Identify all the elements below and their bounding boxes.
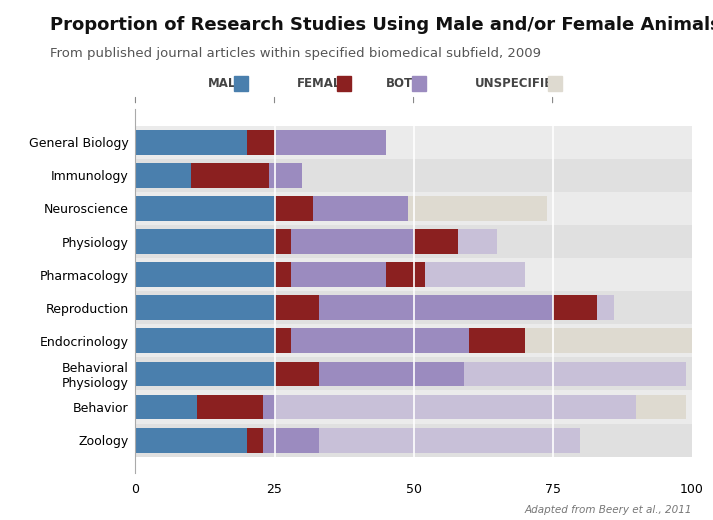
FancyBboxPatch shape bbox=[235, 76, 248, 91]
Bar bbox=[135, 192, 692, 225]
Bar bbox=[135, 361, 275, 386]
Text: From published journal articles within specified biomedical subfield, 2009: From published journal articles within s… bbox=[50, 47, 541, 60]
FancyBboxPatch shape bbox=[548, 76, 562, 91]
Bar bbox=[263, 427, 319, 452]
Bar bbox=[263, 395, 275, 420]
Bar bbox=[135, 424, 692, 457]
Bar bbox=[135, 130, 247, 154]
Bar bbox=[135, 159, 692, 192]
Bar bbox=[191, 163, 269, 188]
Bar bbox=[636, 395, 686, 420]
Bar bbox=[135, 324, 692, 357]
Text: MALE: MALE bbox=[207, 77, 244, 90]
Bar bbox=[275, 262, 291, 287]
Bar bbox=[197, 395, 263, 420]
Bar bbox=[275, 361, 319, 386]
Bar bbox=[463, 361, 686, 386]
Bar bbox=[275, 229, 291, 254]
Bar bbox=[135, 229, 275, 254]
Bar bbox=[458, 229, 497, 254]
Bar bbox=[135, 196, 275, 221]
Bar bbox=[291, 329, 469, 353]
Bar bbox=[319, 427, 580, 452]
Bar bbox=[135, 163, 191, 188]
Bar bbox=[291, 229, 414, 254]
Bar bbox=[275, 295, 319, 320]
Bar bbox=[135, 225, 692, 258]
Bar bbox=[135, 357, 692, 391]
Bar bbox=[319, 295, 553, 320]
Bar bbox=[469, 329, 525, 353]
Bar bbox=[275, 196, 314, 221]
Text: BOTH: BOTH bbox=[386, 77, 423, 90]
Bar bbox=[135, 291, 692, 324]
Bar bbox=[414, 229, 458, 254]
Bar bbox=[314, 196, 408, 221]
Text: Adapted from Beery et al., 2011: Adapted from Beery et al., 2011 bbox=[524, 505, 692, 515]
Bar bbox=[135, 258, 692, 291]
Text: Proportion of Research Studies Using Male and/or Female Animals: Proportion of Research Studies Using Mal… bbox=[50, 16, 713, 34]
Bar bbox=[275, 329, 291, 353]
Bar bbox=[291, 262, 386, 287]
Bar bbox=[408, 196, 547, 221]
Bar bbox=[135, 262, 275, 287]
FancyBboxPatch shape bbox=[337, 76, 351, 91]
Bar bbox=[135, 295, 275, 320]
Bar bbox=[269, 163, 302, 188]
FancyBboxPatch shape bbox=[412, 76, 426, 91]
Text: FEMALE: FEMALE bbox=[297, 77, 349, 90]
Bar bbox=[319, 361, 463, 386]
Bar bbox=[135, 427, 247, 452]
Bar bbox=[275, 130, 386, 154]
Bar bbox=[247, 427, 263, 452]
Bar bbox=[525, 329, 692, 353]
Bar bbox=[135, 126, 692, 159]
Bar bbox=[386, 262, 425, 287]
Bar bbox=[135, 329, 275, 353]
Bar bbox=[425, 262, 525, 287]
Bar bbox=[553, 295, 597, 320]
Bar bbox=[135, 391, 692, 424]
Text: UNSPECIFIED: UNSPECIFIED bbox=[475, 77, 563, 90]
Bar bbox=[247, 130, 275, 154]
Bar bbox=[597, 295, 614, 320]
Bar bbox=[135, 395, 197, 420]
Bar bbox=[275, 395, 636, 420]
